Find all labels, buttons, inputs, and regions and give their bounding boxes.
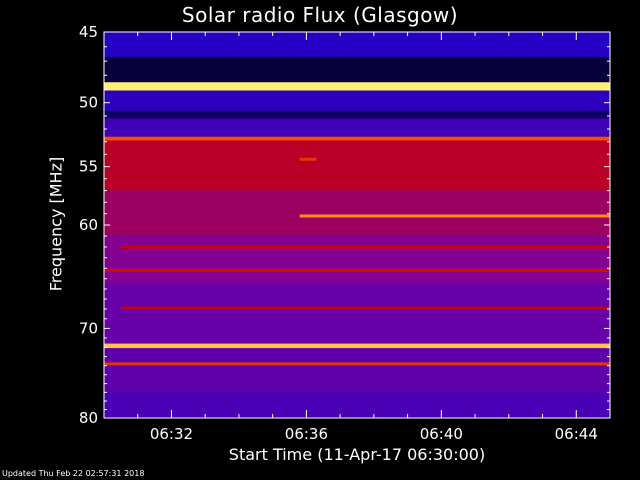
x-tick-label: 06:40 xyxy=(420,425,463,443)
intensity-band xyxy=(104,140,610,191)
emission-feature xyxy=(299,214,610,218)
intensity-band xyxy=(104,348,610,393)
axes: 45 50 55 60 70 80 06:32 06:36 06:40 06:44 xyxy=(79,23,611,443)
emission-feature xyxy=(120,306,610,310)
y-tick-label: 70 xyxy=(79,319,98,337)
emission-feature xyxy=(120,245,610,249)
intensity-band xyxy=(104,136,610,141)
intensity-band xyxy=(104,236,610,284)
emission-feature xyxy=(299,157,317,161)
y-tick-label: 60 xyxy=(79,216,98,234)
intensity-band xyxy=(104,392,610,418)
intensity-band xyxy=(104,110,610,119)
x-tick-label: 06:32 xyxy=(150,425,193,443)
intensity-band xyxy=(104,90,610,111)
intensity-band xyxy=(104,32,610,57)
y-tick-label: 55 xyxy=(79,158,98,176)
x-axis-label: Start Time (11-Apr-17 06:30:00) xyxy=(228,445,486,464)
intensity-band xyxy=(104,56,610,83)
intensity-band xyxy=(104,343,610,349)
intensity-band xyxy=(104,190,610,237)
y-tick-label: 45 xyxy=(79,23,98,41)
emission-feature xyxy=(104,268,610,272)
intensity-band xyxy=(104,283,610,344)
intensity-band xyxy=(104,118,610,137)
intensity-band xyxy=(104,82,610,91)
updated-timestamp: Updated Thu Feb 22 02:57:31 2018 xyxy=(2,469,145,478)
x-tick-label: 06:36 xyxy=(285,425,328,443)
y-tick-label: 50 xyxy=(79,94,98,112)
y-tick-label: 80 xyxy=(79,409,98,427)
chart-title: Solar radio Flux (Glasgow) xyxy=(181,3,459,27)
plot-area xyxy=(104,32,610,418)
emission-feature xyxy=(104,362,610,366)
x-tick-label: 06:44 xyxy=(555,425,598,443)
